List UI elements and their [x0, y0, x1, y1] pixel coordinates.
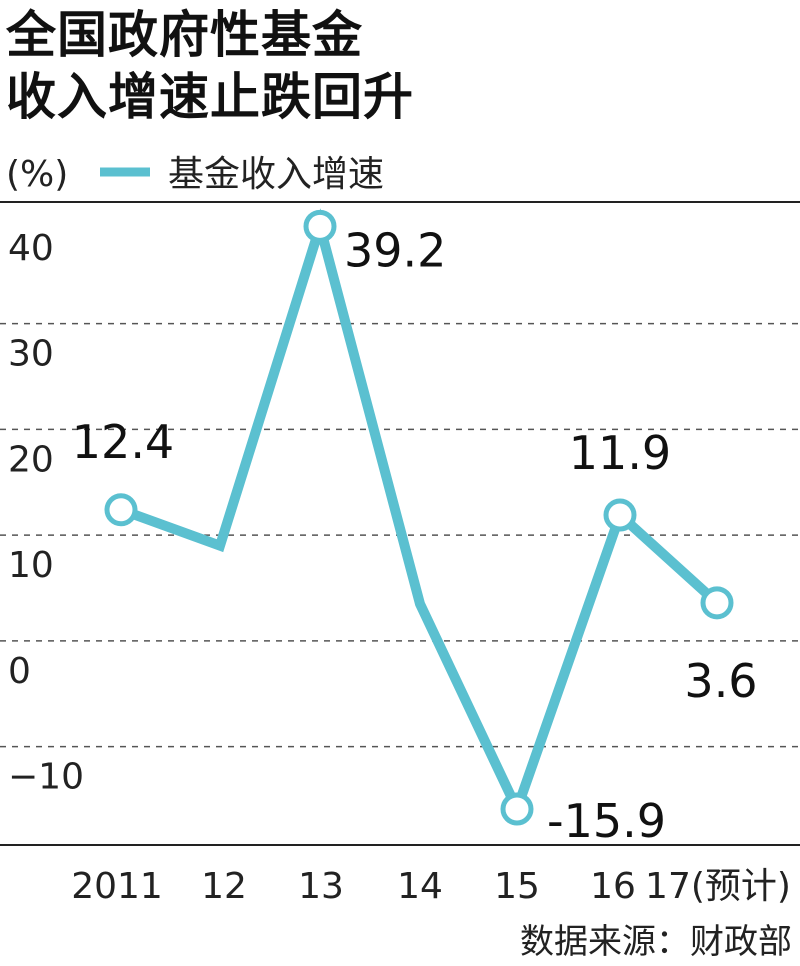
y-tick-label: −10: [8, 757, 84, 798]
data-label: 39.2: [344, 223, 446, 277]
chart-title-line-1: 全国政府性基金: [6, 6, 363, 64]
y-tick-labels: 40 30 20 10 0 −10: [8, 228, 84, 798]
x-tick-label: 13: [298, 866, 344, 907]
legend: (%) 基金收入增速: [6, 154, 384, 195]
axes: [0, 201, 800, 846]
data-label: 12.4: [72, 415, 174, 469]
y-tick-label: 0: [8, 651, 31, 692]
y-tick-label: 10: [8, 545, 54, 586]
x-tick-label: 17(预计): [645, 866, 791, 907]
x-tick-label: 12: [201, 866, 247, 907]
y-unit-label: (%): [6, 154, 68, 195]
x-tick-labels: 2011 12 13 14 15 16 17(预计): [71, 866, 791, 907]
point-markers: [104, 209, 734, 826]
data-labels: 12.4 39.2 -15.9 11.9 3.6: [72, 223, 758, 848]
x-tick-label: 16: [590, 866, 636, 907]
chart-title: 全国政府性基金 收入增速止跌回升: [6, 4, 414, 128]
y-tick-label: 30: [8, 334, 54, 375]
data-point-marker: [700, 586, 734, 620]
chart-title-line-2: 收入增速止跌回升: [6, 68, 414, 126]
data-label: -15.9: [547, 794, 666, 848]
data-label: 3.6: [684, 654, 757, 708]
data-point-marker: [500, 792, 534, 826]
x-tick-label: 14: [397, 866, 443, 907]
y-tick-label: 40: [8, 228, 54, 269]
data-point-marker: [603, 498, 637, 532]
data-source-note: 数据来源：财政部: [520, 922, 792, 962]
data-label: 11.9: [569, 426, 671, 480]
x-tick-label: 15: [494, 866, 540, 907]
data-point-marker: [303, 209, 337, 243]
data-point-marker: [104, 493, 138, 527]
legend-label: 基金收入增速: [168, 154, 384, 195]
y-tick-label: 20: [8, 439, 54, 480]
x-tick-label: 2011: [71, 866, 163, 907]
